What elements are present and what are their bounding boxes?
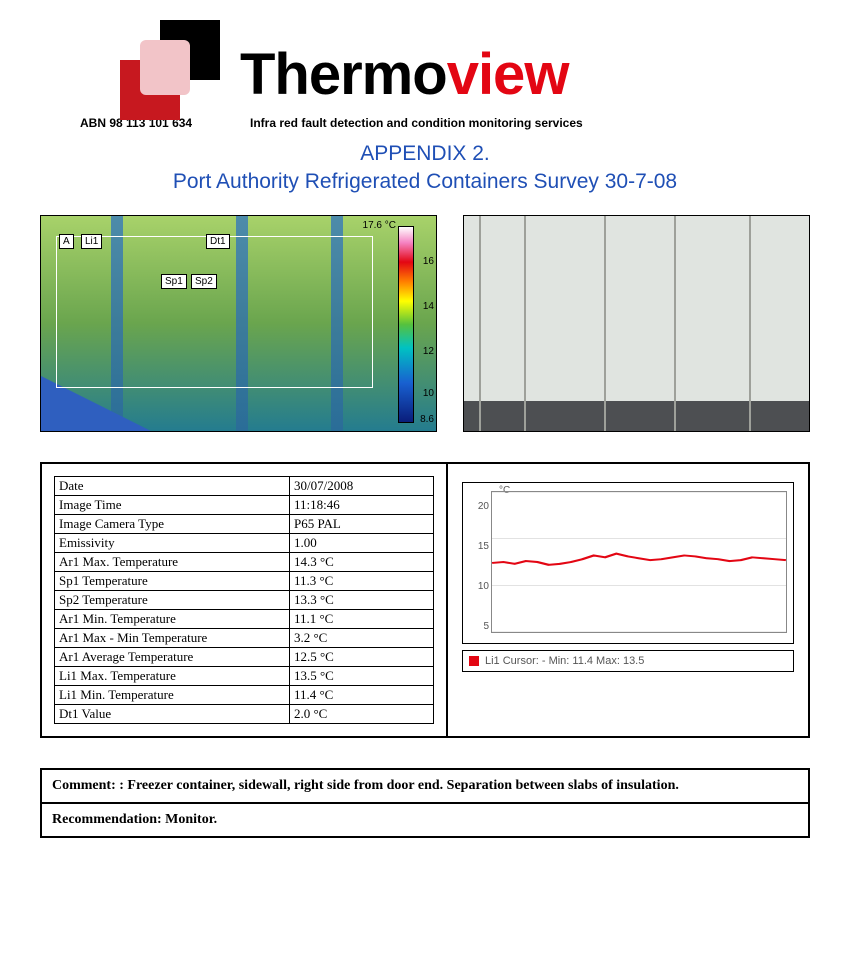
table-value: 1.00 bbox=[289, 533, 433, 552]
colorbar-tick: 12 bbox=[423, 346, 434, 357]
table-row: Li1 Min. Temperature11.4 °C bbox=[55, 685, 434, 704]
table-value: 2.0 °C bbox=[289, 704, 433, 723]
table-key: Sp2 Temperature bbox=[55, 590, 290, 609]
marker-Sp2: Sp2 bbox=[191, 274, 217, 289]
table-value: 11.1 °C bbox=[289, 609, 433, 628]
table-key: Li1 Max. Temperature bbox=[55, 666, 290, 685]
legend-swatch bbox=[469, 656, 479, 666]
roi-rectangle bbox=[56, 236, 373, 388]
table-key: Emissivity bbox=[55, 533, 290, 552]
chart-legend: Li1 Cursor: - Min: 11.4 Max: 13.5 bbox=[462, 650, 794, 672]
table-key: Ar1 Average Temperature bbox=[55, 647, 290, 666]
table-value: 11:18:46 bbox=[289, 495, 433, 514]
table-key: Dt1 Value bbox=[55, 704, 290, 723]
marker-A: A bbox=[59, 234, 74, 249]
table-row: Ar1 Max. Temperature14.3 °C bbox=[55, 552, 434, 571]
colorbar bbox=[398, 226, 414, 423]
colorbar-tick: 14 bbox=[423, 301, 434, 312]
table-key: Sp1 Temperature bbox=[55, 571, 290, 590]
table-row: Date30/07/2008 bbox=[55, 476, 434, 495]
colorbar-min: 8.6 bbox=[420, 414, 434, 425]
legend-text: Li1 Cursor: - Min: 11.4 Max: 13.5 bbox=[485, 655, 644, 667]
table-key: Ar1 Max. Temperature bbox=[55, 552, 290, 571]
colorbar-tick: 16 bbox=[423, 256, 434, 267]
marker-Li1: Li1 bbox=[81, 234, 102, 249]
visible-photo bbox=[463, 215, 810, 432]
table-row: Ar1 Max - Min Temperature3.2 °C bbox=[55, 628, 434, 647]
header: Thermoview ABN 98 113 101 634 Infra red … bbox=[120, 20, 810, 130]
line-profile-chart: °C 20 15 10 5 bbox=[462, 482, 794, 644]
appendix-title: APPENDIX 2. Port Authority Refrigerated … bbox=[40, 140, 810, 197]
logo-text: Thermoview bbox=[240, 46, 568, 104]
chart-ytick: 20 bbox=[478, 501, 489, 512]
table-row: Li1 Max. Temperature13.5 °C bbox=[55, 666, 434, 685]
logo-word-1: Thermo bbox=[240, 42, 447, 107]
table-row: Emissivity1.00 bbox=[55, 533, 434, 552]
table-key: Image Time bbox=[55, 495, 290, 514]
chart-ytick: 5 bbox=[483, 621, 489, 632]
table-key: Li1 Min. Temperature bbox=[55, 685, 290, 704]
table-row: Sp1 Temperature11.3 °C bbox=[55, 571, 434, 590]
comments-block: Comment: : Freezer container, sidewall, … bbox=[40, 768, 810, 838]
appendix-line2: Port Authority Refrigerated Containers S… bbox=[40, 168, 810, 196]
chart-ytick: 10 bbox=[478, 581, 489, 592]
table-row: Ar1 Min. Temperature11.1 °C bbox=[55, 609, 434, 628]
table-row: Sp2 Temperature13.3 °C bbox=[55, 590, 434, 609]
table-key: Ar1 Max - Min Temperature bbox=[55, 628, 290, 647]
table-value: 11.3 °C bbox=[289, 571, 433, 590]
table-value: 11.4 °C bbox=[289, 685, 433, 704]
table-value: 13.3 °C bbox=[289, 590, 433, 609]
colorbar-tick: 10 bbox=[423, 388, 434, 399]
marker-Dt1: Dt1 bbox=[206, 234, 230, 249]
marker-Sp1: Sp1 bbox=[161, 274, 187, 289]
table-value: 13.5 °C bbox=[289, 666, 433, 685]
tagline-text: Infra red fault detection and condition … bbox=[250, 116, 583, 130]
table-value: 3.2 °C bbox=[289, 628, 433, 647]
table-key: Date bbox=[55, 476, 290, 495]
thermal-image: A Li1 Dt1 Sp1 Sp2 17.6 °C 16 14 12 10 8.… bbox=[40, 215, 437, 432]
comment-text: Comment: : Freezer container, sidewall, … bbox=[42, 770, 808, 802]
table-row: Image Time11:18:46 bbox=[55, 495, 434, 514]
colorbar-max: 17.6 °C bbox=[346, 220, 396, 231]
logo-word-2: view bbox=[447, 42, 569, 107]
table-value: P65 PAL bbox=[289, 514, 433, 533]
appendix-line1: APPENDIX 2. bbox=[40, 140, 810, 168]
table-value: 30/07/2008 bbox=[289, 476, 433, 495]
table-value: 14.3 °C bbox=[289, 552, 433, 571]
logo-mark bbox=[120, 20, 230, 110]
data-block: Date30/07/2008Image Time11:18:46Image Ca… bbox=[40, 462, 810, 738]
table-row: Ar1 Average Temperature12.5 °C bbox=[55, 647, 434, 666]
table-key: Ar1 Min. Temperature bbox=[55, 609, 290, 628]
chart-ytick: 15 bbox=[478, 541, 489, 552]
table-key: Image Camera Type bbox=[55, 514, 290, 533]
table-row: Dt1 Value2.0 °C bbox=[55, 704, 434, 723]
table-value: 12.5 °C bbox=[289, 647, 433, 666]
recommendation-text: Recommendation: Monitor. bbox=[42, 802, 808, 836]
table-row: Image Camera TypeP65 PAL bbox=[55, 514, 434, 533]
measurements-table: Date30/07/2008Image Time11:18:46Image Ca… bbox=[54, 476, 434, 724]
